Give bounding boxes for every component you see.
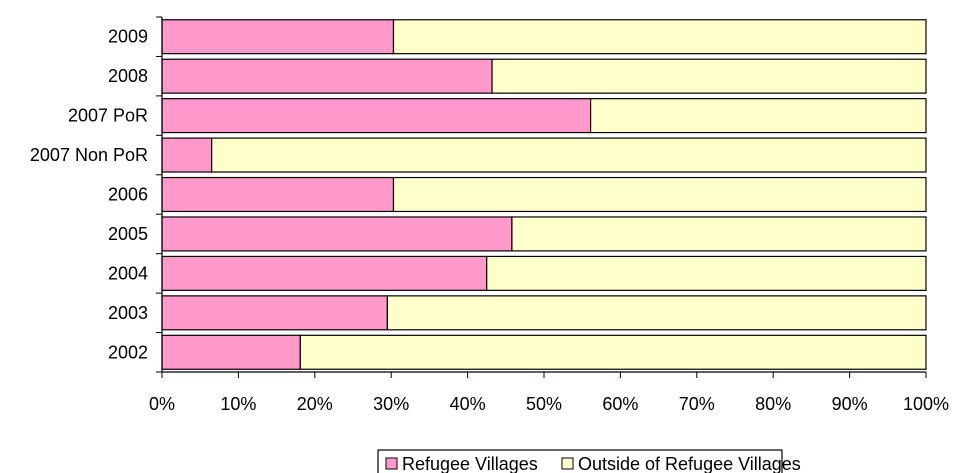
legend-label-outside-refugee-villages: Outside of Refugee Villages (578, 454, 801, 473)
legend-swatch-outside-refugee-villages (561, 457, 574, 470)
x-tick-label: 60% (602, 394, 638, 414)
legend-label-refugee-villages: Refugee Villages (402, 454, 538, 473)
bar-outside-refugee-villages-5 (511, 216, 927, 252)
x-tick-label: 70% (679, 394, 715, 414)
x-tick-label: 90% (832, 394, 868, 414)
x-tick-label: 80% (755, 394, 791, 414)
legend-box (377, 449, 783, 473)
bar-outside-refugee-villages-8 (299, 334, 927, 370)
category-label: 2007 Non PoR (30, 145, 148, 165)
legend: Refugee Villages Outside of Refugee Villa… (377, 449, 801, 473)
bar-outside-refugee-villages-7 (386, 295, 927, 331)
bar-outside-refugee-villages-6 (486, 255, 927, 291)
bar-refugee-villages-3 (161, 137, 213, 173)
category-label: 2005 (108, 224, 148, 244)
x-tick-label: 40% (450, 394, 486, 414)
bar-outside-refugee-villages-2 (589, 98, 927, 134)
bar-outside-refugee-villages-3 (211, 137, 927, 173)
bar-refugee-villages-7 (161, 295, 388, 331)
bar-refugee-villages-1 (161, 58, 493, 94)
bar-refugee-villages-2 (161, 98, 592, 134)
category-label: 2006 (108, 185, 148, 205)
x-tick-label: 100% (903, 394, 949, 414)
y-axis: 2009 2008 2007 PoR 2007 Non PoR 2006 2005 2004… (30, 16, 163, 373)
category-label: 2004 (108, 263, 148, 283)
bar-refugee-villages-0 (161, 19, 395, 55)
plot-area (161, 19, 927, 370)
category-label: 2009 (108, 27, 148, 47)
category-label: 2008 (108, 66, 148, 86)
x-tick-label: 50% (526, 394, 562, 414)
legend-swatch-refugee-villages (385, 457, 398, 470)
x-tick-label: 30% (373, 394, 409, 414)
bar-refugee-villages-4 (161, 176, 395, 213)
bar-outside-refugee-villages-1 (491, 58, 927, 94)
category-label: 2007 PoR (68, 106, 148, 126)
bar-outside-refugee-villages-4 (392, 176, 927, 213)
bar-refugee-villages-8 (161, 334, 301, 370)
x-axis: 0% 10% 20% 30% 40% 50% 60% 70% 80% 90% 100% (149, 371, 949, 414)
x-tick-label: 0% (149, 394, 175, 414)
bar-refugee-villages-5 (161, 216, 513, 252)
bar-outside-refugee-villages-0 (392, 19, 927, 55)
category-label: 2003 (108, 303, 148, 323)
x-tick-label: 20% (297, 394, 333, 414)
x-tick-label: 10% (220, 394, 256, 414)
category-label: 2002 (108, 342, 148, 362)
bar-refugee-villages-6 (161, 255, 488, 291)
